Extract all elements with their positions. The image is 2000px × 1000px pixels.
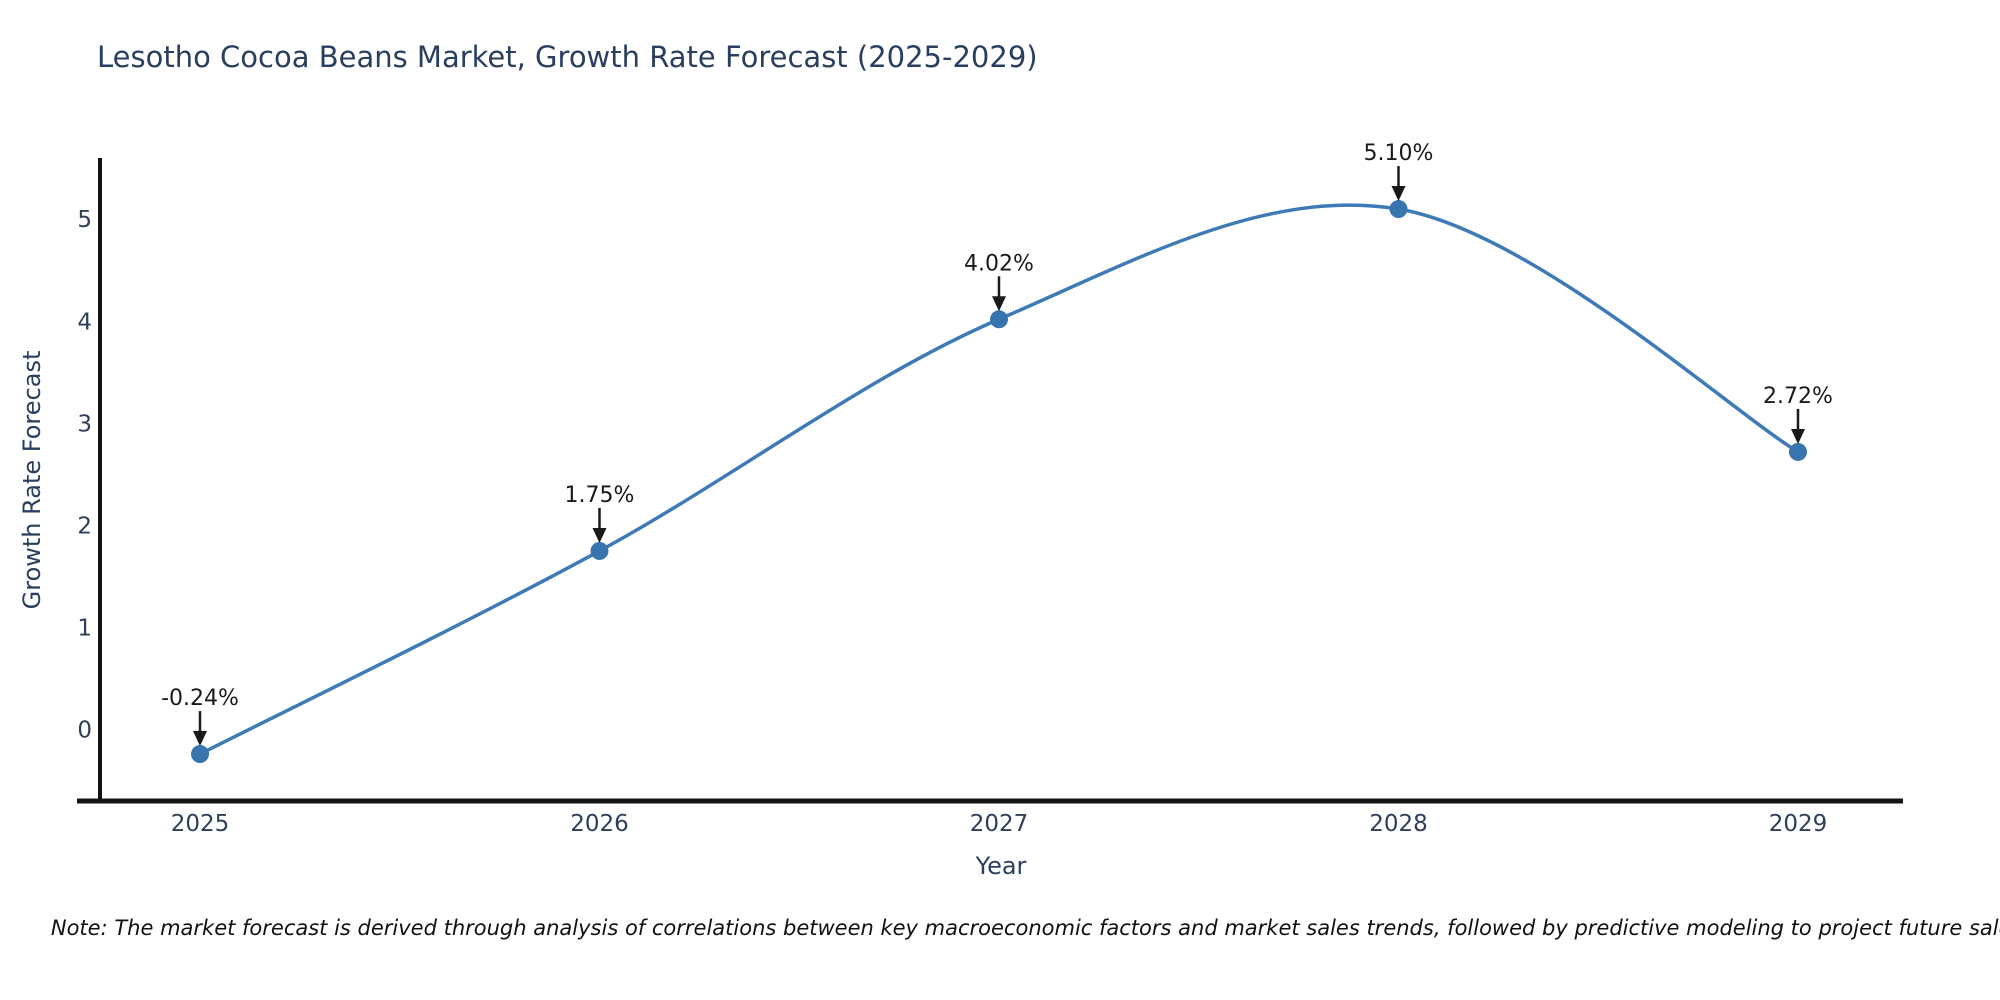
data-point-2027[interactable] — [990, 310, 1008, 329]
annotation-arrow-head-icon — [193, 731, 207, 747]
point-label-2028: 5.10% — [1364, 141, 1434, 166]
data-point-2025[interactable] — [191, 745, 209, 764]
annotation-arrow-head-icon — [1391, 186, 1406, 202]
annotation-arrow-head-icon — [992, 296, 1006, 312]
x-axis-line — [77, 798, 1903, 804]
y-tick-label: 0 — [77, 718, 92, 744]
y-tick-label: 4 — [77, 309, 92, 335]
y-tick-label: 5 — [77, 207, 92, 233]
annotation-arrow-head-icon — [1791, 428, 1805, 444]
y-axis-line — [98, 158, 102, 803]
data-point-2028[interactable] — [1389, 200, 1408, 219]
x-tick-label: 2025 — [171, 811, 230, 837]
x-tick-label: 2028 — [1369, 811, 1428, 837]
y-tick-label: 1 — [77, 615, 92, 641]
x-axis-title: Year — [975, 852, 1027, 880]
footnote: Note: The market forecast is derived thr… — [50, 916, 2000, 940]
annotation-arrow-head-icon — [592, 527, 607, 543]
point-label-2026: 1.75% — [565, 483, 635, 508]
x-tick-label: 2026 — [570, 811, 629, 837]
x-tick-label: 2027 — [970, 811, 1029, 837]
y-tick-label: 3 — [77, 411, 92, 437]
chart-title: Lesotho Cocoa Beans Market, Growth Rate … — [97, 40, 1038, 74]
point-label-2027: 4.02% — [964, 251, 1034, 276]
y-tick-label: 2 — [77, 513, 92, 539]
data-point-2029[interactable] — [1789, 442, 1807, 461]
x-tick-label: 2029 — [1769, 811, 1828, 837]
point-label-2029: 2.72% — [1763, 384, 1833, 409]
data-point-2026[interactable] — [590, 541, 609, 560]
point-label-2025: -0.24% — [161, 686, 239, 711]
